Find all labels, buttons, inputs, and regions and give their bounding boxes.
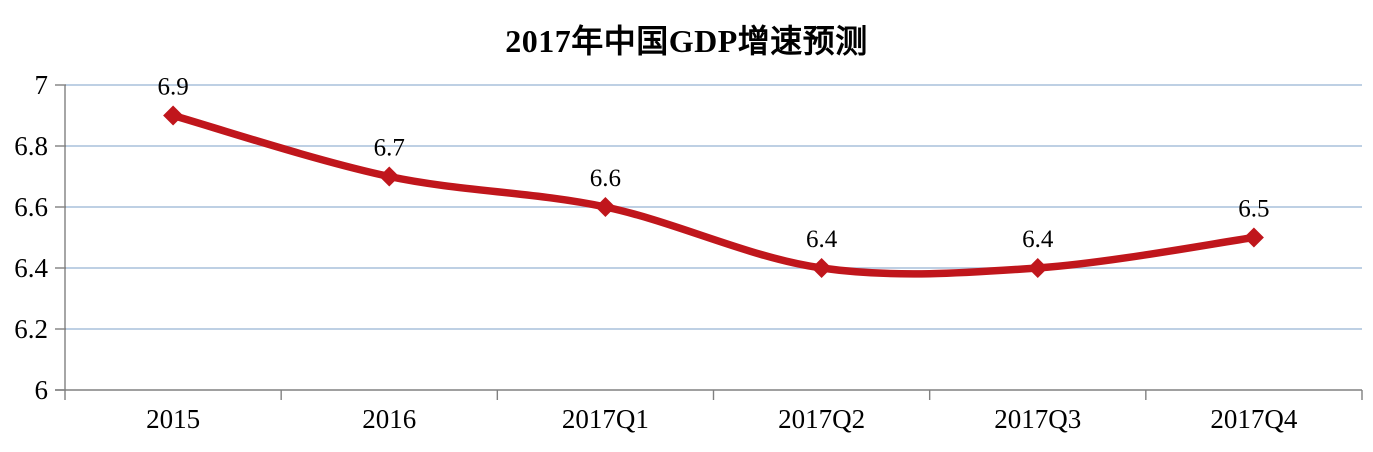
data-point-label: 6.9 [157,74,188,101]
chart-title: 2017年中国GDP增速预测 [505,23,868,59]
data-point-marker [595,197,616,217]
y-axis-tick-label: 6.2 [14,314,48,344]
data-point-label: 6.5 [1238,196,1269,223]
x-axis-category-label: 2017Q2 [778,404,865,434]
y-axis-tick-label: 6.6 [14,192,48,222]
data-point-label: 6.4 [806,226,838,253]
x-axis-category-label: 2017Q4 [1210,404,1297,434]
x-axis-category-label: 2016 [362,404,416,434]
data-point-marker [163,105,184,126]
y-axis-tick-label: 6.4 [14,253,48,283]
x-axis-category-label: 2015 [146,404,200,434]
x-axis-category-label: 2017Q1 [562,404,649,434]
data-point-label: 6.6 [590,165,621,192]
y-axis-tick-label: 6 [35,375,49,405]
y-axis-tick-label: 7 [35,70,49,100]
data-point-label: 6.4 [1022,226,1054,253]
data-point-marker [811,258,832,278]
data-point-label: 6.7 [374,135,405,162]
y-axis-tick-label: 6.8 [14,131,48,161]
x-axis-category-label: 2017Q3 [994,404,1081,434]
series-line [169,111,1258,278]
data-point-marker [1243,227,1264,248]
data-point-marker [1027,258,1048,278]
data-point-marker [379,166,400,187]
